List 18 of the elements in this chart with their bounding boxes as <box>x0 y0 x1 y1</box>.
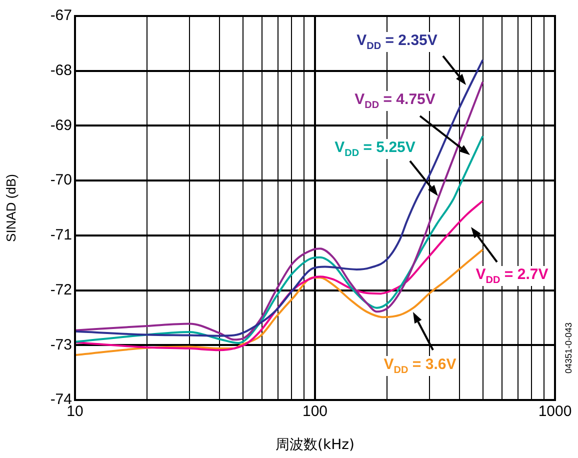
text: V$_{DD}$ = 4.75V <box>352 91 438 111</box>
text: V$_{DD}$ = 2.7V <box>474 266 550 286</box>
text: V$_{DD}$ = 3.6V <box>382 356 458 376</box>
y-tick-label: -67 <box>50 7 72 24</box>
y-tick-label: -72 <box>50 281 72 298</box>
y-tick-label: -68 <box>50 62 72 79</box>
x-tick-label: 100 <box>302 403 328 420</box>
x-axis-title: 周波数(kHz) <box>276 437 354 454</box>
x-tick-label: 10 <box>66 403 84 420</box>
text: V$_{DD}$ = 2.35V <box>354 32 440 52</box>
y-tick-label: -73 <box>50 336 72 354</box>
text: 04351-0-043 <box>563 322 574 374</box>
y-axis-title: SINAD (dB) <box>3 174 18 242</box>
y-tick-label: -71 <box>50 226 72 244</box>
y-tick-label: -70 <box>50 172 72 189</box>
y-tick-label: -69 <box>50 116 72 134</box>
x-tick-label: 1000 <box>538 403 572 420</box>
text: V$_{DD}$ = 5.25V <box>332 139 418 159</box>
